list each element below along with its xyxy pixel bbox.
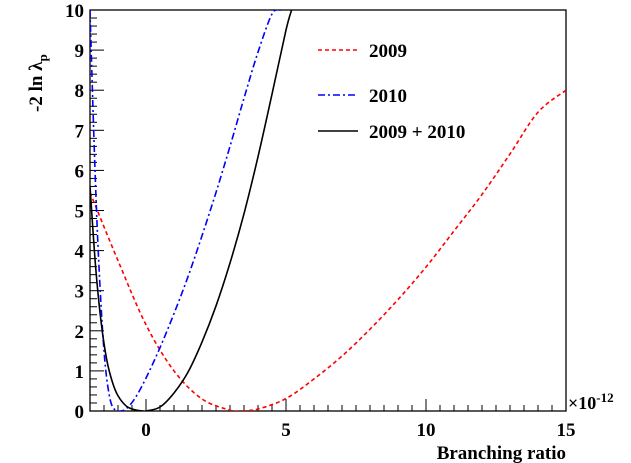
y-tick-label: 10 [65, 1, 84, 22]
x-tick-label: 10 [417, 420, 436, 441]
plot-frame [89, 9, 567, 412]
curves [90, 10, 566, 411]
x-axis-label: Branching ratio [437, 443, 566, 463]
legend-label: 2010 [369, 86, 407, 107]
tick-labels: 0 5 10 15 0 1 2 3 4 5 6 7 8 9 10 [65, 1, 576, 441]
x-multiplier: ×10-12 [568, 390, 614, 413]
x-multiplier-exponent: -12 [596, 390, 613, 405]
x-tick-label: 15 [557, 420, 576, 441]
y-axis-label-main: -2 ln λ [26, 61, 47, 112]
x-tick-label: 0 [141, 420, 151, 441]
x-tick-label: 5 [281, 420, 291, 441]
series-line-2 [90, 10, 281, 411]
y-tick-label: 4 [75, 242, 85, 263]
x-multiplier-base: ×10 [568, 393, 596, 413]
y-tick-label: 7 [75, 121, 85, 142]
y-tick-label: 3 [75, 282, 85, 303]
y-axis-label: -2 ln λp [26, 54, 50, 112]
y-tick-label: 2 [75, 322, 85, 343]
axis-ticks [89, 9, 567, 412]
legend-label: 2009 [369, 41, 407, 62]
series-line-3 [90, 10, 293, 411]
y-tick-label: 0 [75, 402, 85, 423]
y-tick-label: 1 [75, 362, 85, 383]
y-tick-label: 5 [75, 202, 85, 223]
y-tick-label: 8 [75, 81, 85, 102]
y-axis-label-subscript: p [35, 54, 50, 61]
legend: 2009 2010 2009 + 2010 [318, 41, 465, 143]
legend-label: 2009 + 2010 [369, 122, 465, 143]
y-tick-label: 9 [75, 41, 85, 62]
y-tick-label: 6 [75, 161, 85, 182]
series-line-1 [90, 89, 566, 411]
